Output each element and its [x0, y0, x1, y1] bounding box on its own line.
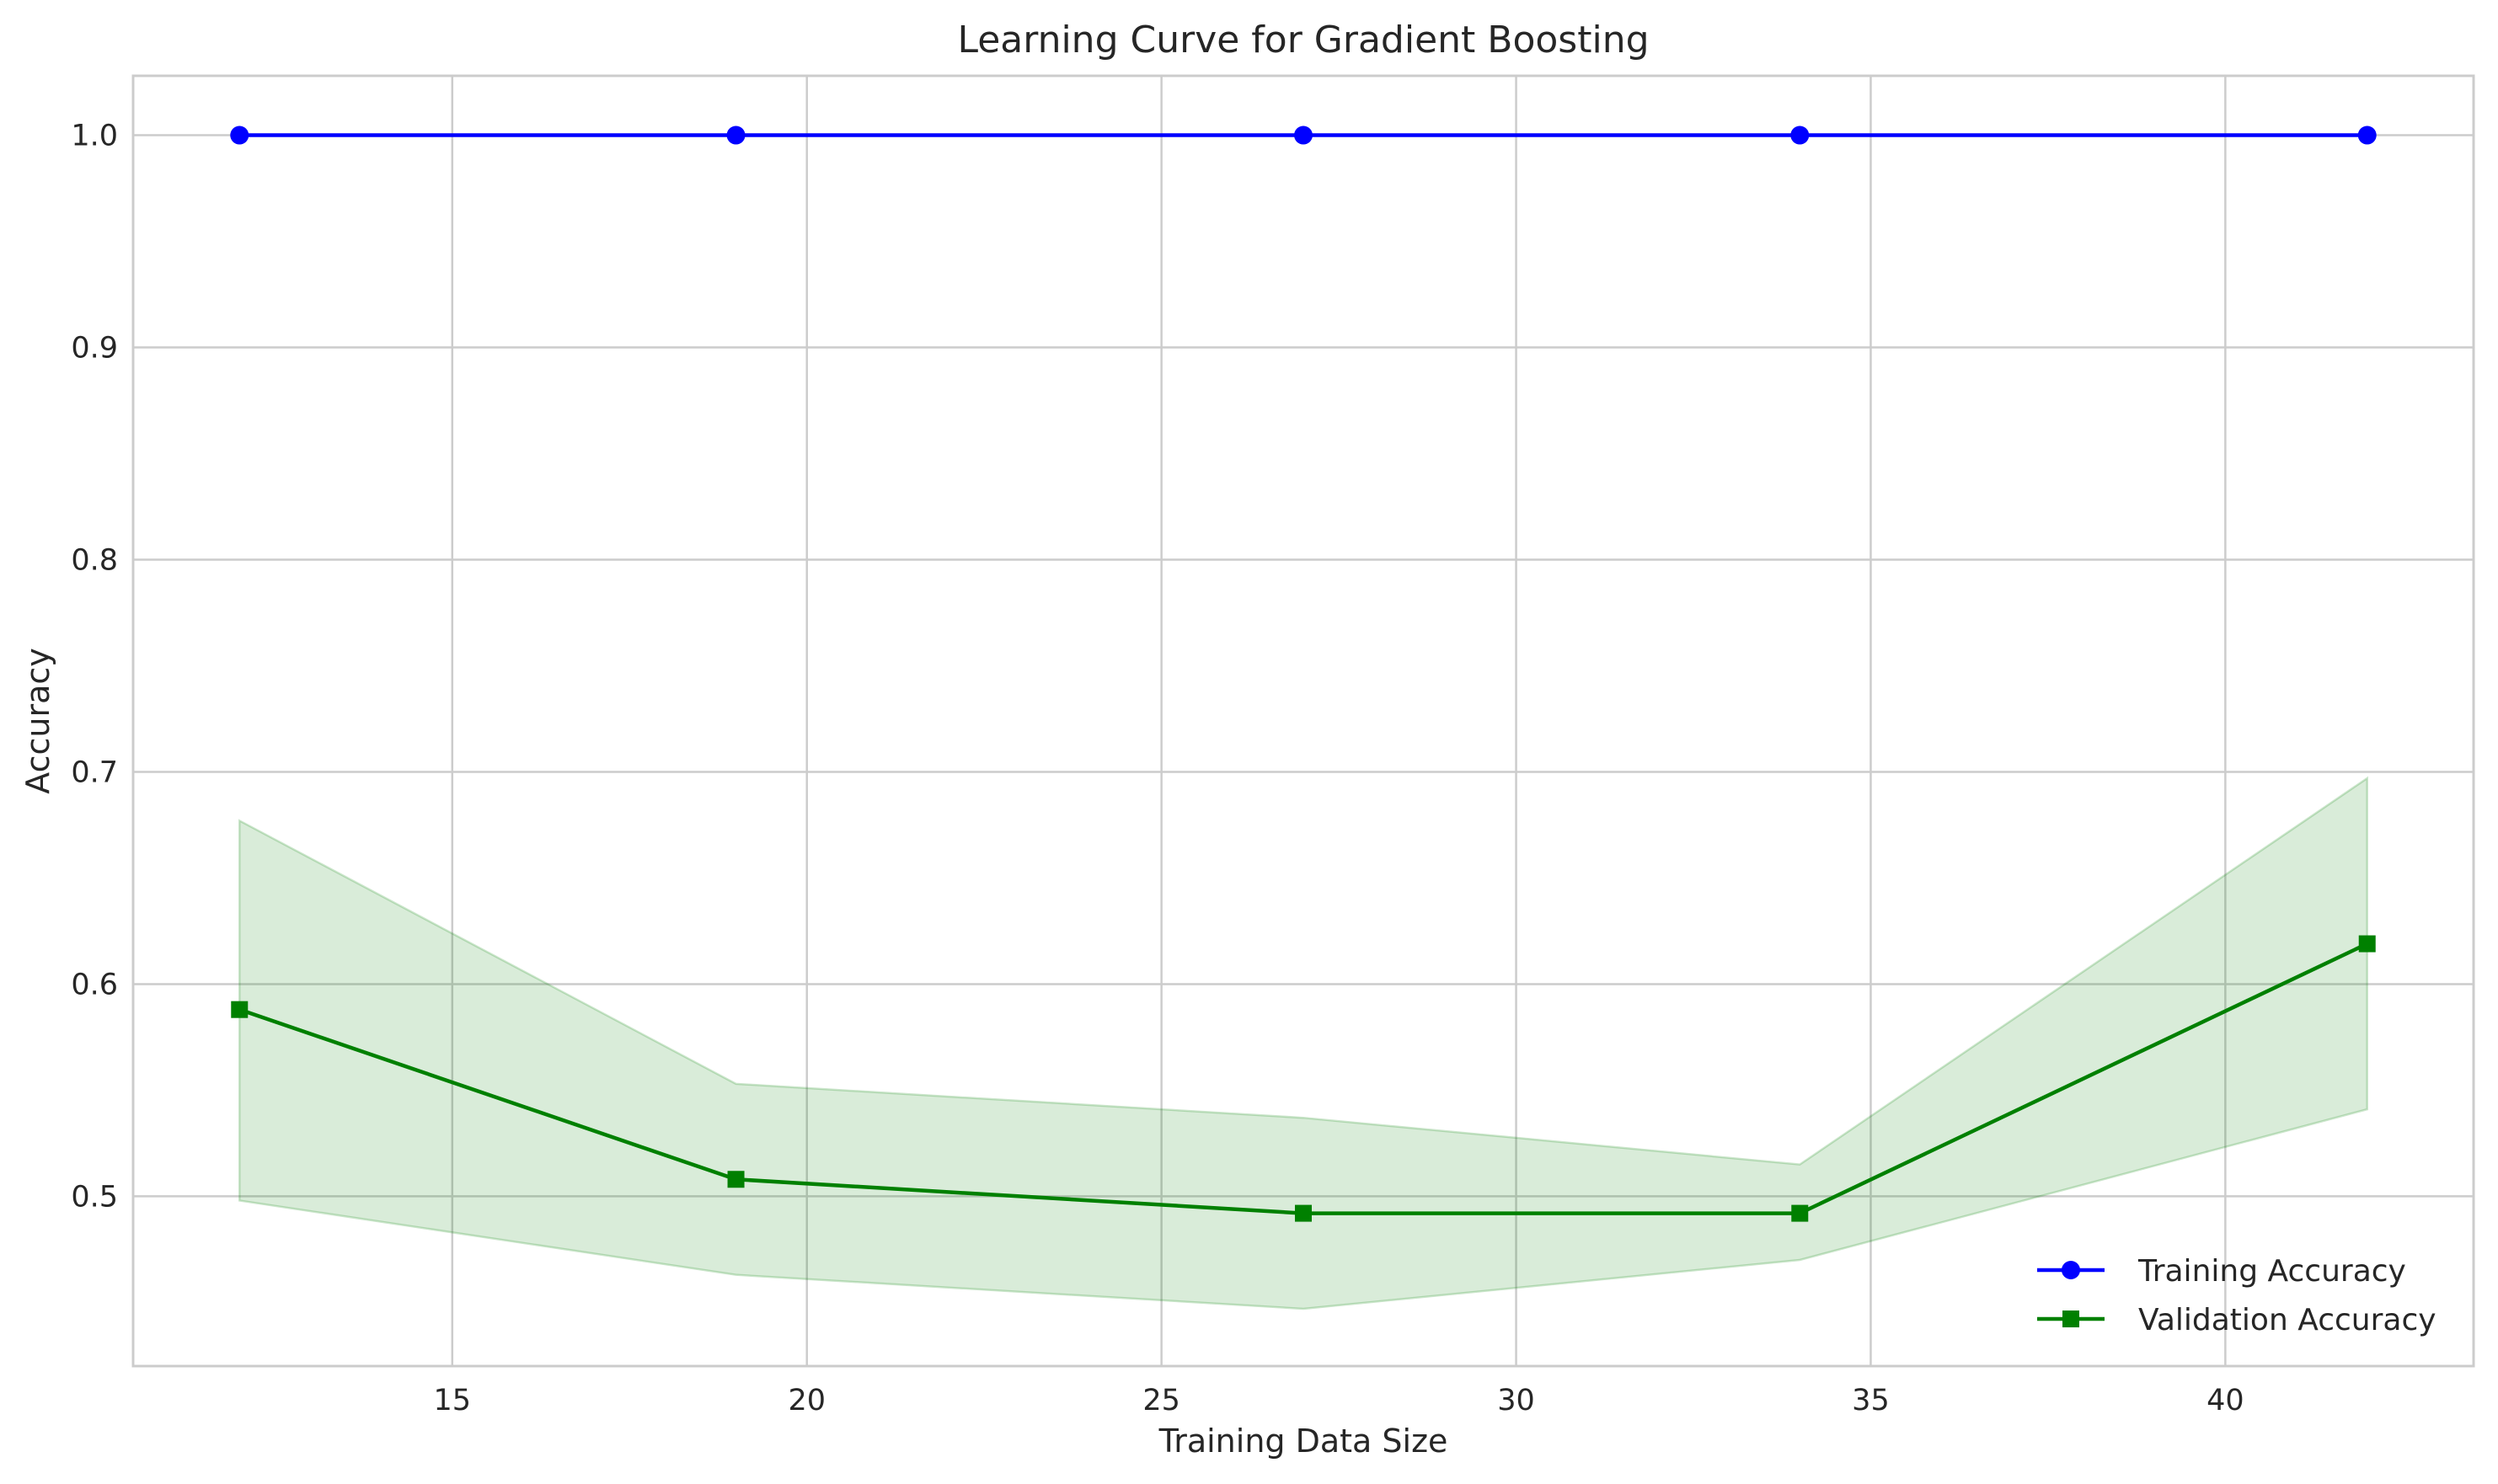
y-tick-label: 0.9 — [71, 332, 118, 366]
tick-layer: 15 20 25 30 35 40 0.5 0.6 0.7 0.8 0.9 1.0 — [71, 120, 2244, 1417]
validation-accuracy-point — [1791, 1204, 1809, 1222]
y-tick-label: 0.5 — [71, 1180, 118, 1214]
y-axis-label: Accuracy — [19, 648, 56, 794]
legend: Training Accuracy Validation Accuracy — [2037, 1254, 2436, 1337]
training-accuracy-point — [726, 125, 746, 145]
x-tick-label: 25 — [1142, 1384, 1180, 1417]
x-tick-label: 15 — [434, 1384, 472, 1417]
validation-accuracy-band — [238, 776, 2368, 1311]
x-tick-label: 35 — [1852, 1384, 1890, 1417]
training-accuracy-point — [2357, 125, 2377, 145]
chart-title: Learning Curve for Gradient Boosting — [957, 19, 1649, 61]
training-accuracy-point — [230, 125, 249, 145]
y-tick-label: 0.8 — [71, 544, 118, 578]
y-tick-label: 1.0 — [71, 120, 118, 153]
training-accuracy-point — [1294, 125, 1313, 145]
validation-accuracy-point — [1295, 1204, 1312, 1222]
legend-training-accuracy-label: Training Accuracy — [2137, 1254, 2406, 1289]
validation-accuracy-point — [2358, 935, 2376, 953]
series-layer — [230, 125, 2377, 1222]
validation-accuracy-point — [727, 1171, 745, 1188]
y-tick-label: 0.7 — [71, 755, 118, 789]
legend-training-accuracy-marker — [2062, 1261, 2080, 1279]
legend-validation-accuracy-label: Validation Accuracy — [2138, 1303, 2436, 1337]
grid-layer — [133, 76, 2474, 1366]
x-tick-label: 20 — [788, 1384, 826, 1417]
x-tick-label: 30 — [1497, 1384, 1535, 1417]
x-axis-label: Training Data Size — [1158, 1423, 1448, 1460]
y-tick-label: 0.6 — [71, 968, 118, 1001]
legend-validation-accuracy-marker — [2062, 1311, 2079, 1327]
validation-accuracy-point — [231, 1001, 249, 1018]
plot-frame — [131, 74, 2475, 1368]
training-accuracy-point — [1790, 125, 1810, 145]
x-tick-label: 40 — [2206, 1384, 2244, 1417]
band-layer — [238, 776, 2368, 1311]
